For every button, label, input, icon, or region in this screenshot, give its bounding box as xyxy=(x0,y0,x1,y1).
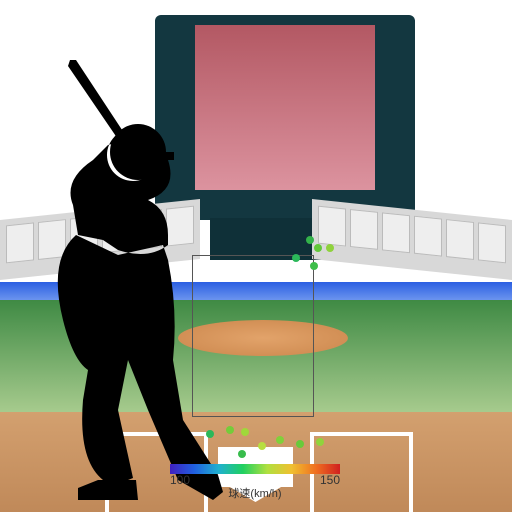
legend-tick-min: 100 xyxy=(170,473,190,487)
stand-window xyxy=(318,206,346,247)
pitch-marker xyxy=(296,440,304,448)
pitch-marker xyxy=(292,254,300,262)
pitch-marker xyxy=(276,436,284,444)
pitch-marker xyxy=(241,428,249,436)
stand-window xyxy=(382,212,410,253)
pitch-marker xyxy=(326,244,334,252)
stand-window xyxy=(478,222,506,263)
pitch-marker xyxy=(316,438,324,446)
pitch-marker xyxy=(314,244,322,252)
stand-window xyxy=(446,219,474,260)
pitch-marker xyxy=(258,442,266,450)
legend-tick-max: 150 xyxy=(320,473,340,487)
pitch-marker xyxy=(238,450,246,458)
speed-legend: 100 150 球速(km/h) xyxy=(170,464,340,501)
stand-window xyxy=(350,209,378,250)
pitch-marker xyxy=(310,262,318,270)
pitch-location-chart: 100 150 球速(km/h) xyxy=(0,0,512,512)
stand-window xyxy=(414,216,442,257)
pitch-marker xyxy=(306,236,314,244)
legend-label: 球速(km/h) xyxy=(170,485,340,501)
batter-silhouette-icon xyxy=(18,60,228,500)
